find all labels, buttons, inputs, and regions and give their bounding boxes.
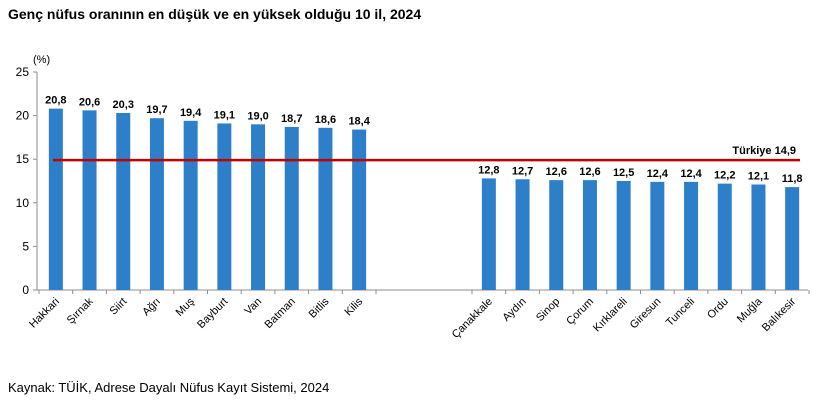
category-label: Ağrı bbox=[140, 296, 163, 319]
category-label: Şırnak bbox=[65, 295, 96, 326]
category-label: Ordu bbox=[705, 296, 731, 322]
bar bbox=[785, 187, 800, 290]
y-tick-label: 0 bbox=[22, 283, 29, 297]
bar-value-label: 19,0 bbox=[247, 110, 268, 122]
bar bbox=[650, 181, 665, 290]
y-tick-label: 10 bbox=[16, 196, 30, 210]
bar-value-label: 12,5 bbox=[613, 167, 634, 179]
category-label: Siirt bbox=[107, 296, 129, 318]
bar-value-label: 12,1 bbox=[748, 170, 769, 182]
bar-value-label: 12,7 bbox=[512, 165, 533, 177]
category-label: Batman bbox=[263, 296, 298, 331]
bar bbox=[717, 183, 732, 290]
category-label: Bitlis bbox=[307, 295, 332, 320]
bar-value-label: 19,1 bbox=[214, 109, 235, 121]
category-label: Çanakkale bbox=[450, 296, 495, 341]
bar bbox=[684, 181, 699, 290]
bar-value-label: 12,2 bbox=[714, 170, 735, 182]
chart-title: Genç nüfus oranının en düşük ve en yükse… bbox=[8, 6, 422, 22]
category-label: Muş bbox=[174, 295, 198, 319]
bar bbox=[116, 112, 131, 290]
bar-value-label: 18,6 bbox=[315, 114, 336, 126]
bar bbox=[284, 126, 299, 290]
bar-value-label: 18,4 bbox=[348, 116, 370, 128]
bar bbox=[149, 118, 164, 290]
category-label: Aydın bbox=[500, 296, 528, 324]
bar-chart: 0 5 10 15 20 25(%) 20,8 Hakkari 20,6 Şırnak 20,3 Si… bbox=[16, 54, 810, 341]
category-label: Giresun bbox=[628, 296, 664, 332]
bar-value-label: 18,7 bbox=[281, 113, 302, 125]
category-label: Van bbox=[242, 296, 264, 318]
reference-line-label: Türkiye 14,9 bbox=[732, 145, 796, 157]
bar-value-label: 12,6 bbox=[546, 166, 567, 178]
bar bbox=[352, 129, 367, 290]
bar-value-label: 12,4 bbox=[680, 168, 702, 180]
bar bbox=[183, 120, 198, 290]
y-tick-label: 25 bbox=[16, 65, 30, 79]
y-tick-label: 15 bbox=[16, 152, 30, 166]
y-tick-label: 5 bbox=[22, 239, 29, 253]
bar bbox=[549, 180, 564, 290]
category-label: Hakkari bbox=[27, 296, 62, 331]
bar bbox=[582, 180, 597, 290]
category-label: Kırklareli bbox=[591, 296, 630, 335]
category-label: Kilis bbox=[343, 295, 366, 318]
bar bbox=[616, 181, 631, 290]
y-tick-label: 20 bbox=[16, 109, 30, 123]
category-label: Sinop bbox=[534, 296, 562, 324]
bar-value-label: 12,4 bbox=[647, 168, 669, 180]
category-label: Muğla bbox=[735, 295, 765, 325]
bar bbox=[751, 184, 766, 290]
bar bbox=[481, 178, 496, 290]
bar bbox=[48, 108, 63, 291]
bar-value-label: 19,4 bbox=[180, 107, 202, 119]
source-note: Kaynak: TÜİK, Adrese Dayalı Nüfus Kayıt … bbox=[8, 380, 330, 395]
bar-value-label: 20,3 bbox=[113, 99, 134, 111]
bar bbox=[251, 124, 266, 290]
category-label: Balıkesir bbox=[760, 295, 799, 334]
bar bbox=[318, 127, 333, 290]
bar-value-label: 12,8 bbox=[478, 164, 499, 176]
bar bbox=[82, 110, 97, 290]
bar bbox=[217, 123, 232, 290]
bar-value-label: 12,6 bbox=[579, 166, 600, 178]
category-label: Bayburt bbox=[195, 296, 230, 331]
bar-value-label: 11,8 bbox=[782, 173, 803, 185]
y-axis-label: (%) bbox=[33, 54, 50, 66]
bar-value-label: 20,8 bbox=[45, 95, 66, 107]
bar bbox=[515, 179, 530, 290]
category-label: Tunceli bbox=[664, 296, 697, 329]
bar-value-label: 19,7 bbox=[146, 104, 167, 116]
category-label: Çorum bbox=[564, 296, 596, 328]
bar-value-label: 20,6 bbox=[79, 96, 100, 108]
